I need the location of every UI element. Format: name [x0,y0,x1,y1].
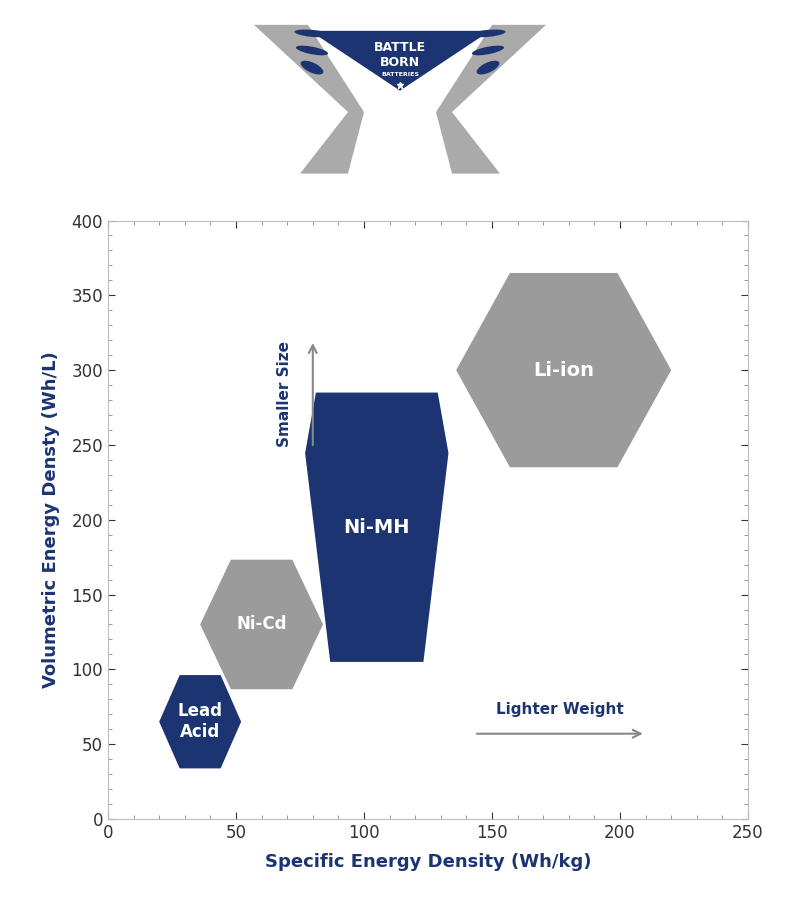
Text: Li-ion: Li-ion [533,361,594,380]
Text: BATTERIES: BATTERIES [381,72,419,76]
X-axis label: Specific Energy Density (Wh/kg): Specific Energy Density (Wh/kg) [265,853,591,871]
Ellipse shape [294,30,330,37]
Polygon shape [254,25,364,174]
Polygon shape [436,25,546,174]
Polygon shape [456,273,671,467]
Polygon shape [159,675,241,769]
Polygon shape [310,31,490,91]
Text: Lighter Weight: Lighter Weight [496,702,624,717]
Text: BORN: BORN [380,56,420,69]
Ellipse shape [472,46,504,55]
Text: Smaller Size: Smaller Size [277,341,292,447]
Ellipse shape [477,60,499,75]
Polygon shape [200,560,323,689]
Ellipse shape [296,46,328,55]
Text: Ni-Cd: Ni-Cd [236,616,287,634]
Ellipse shape [470,30,506,37]
Y-axis label: Volumetric Energy Densty (Wh/L): Volumetric Energy Densty (Wh/L) [42,351,61,688]
Text: BATTLE: BATTLE [374,41,426,54]
Ellipse shape [301,60,323,75]
Text: Ni-MH: Ni-MH [343,518,410,536]
Polygon shape [305,392,449,662]
Text: Lead
Acid: Lead Acid [178,702,222,741]
